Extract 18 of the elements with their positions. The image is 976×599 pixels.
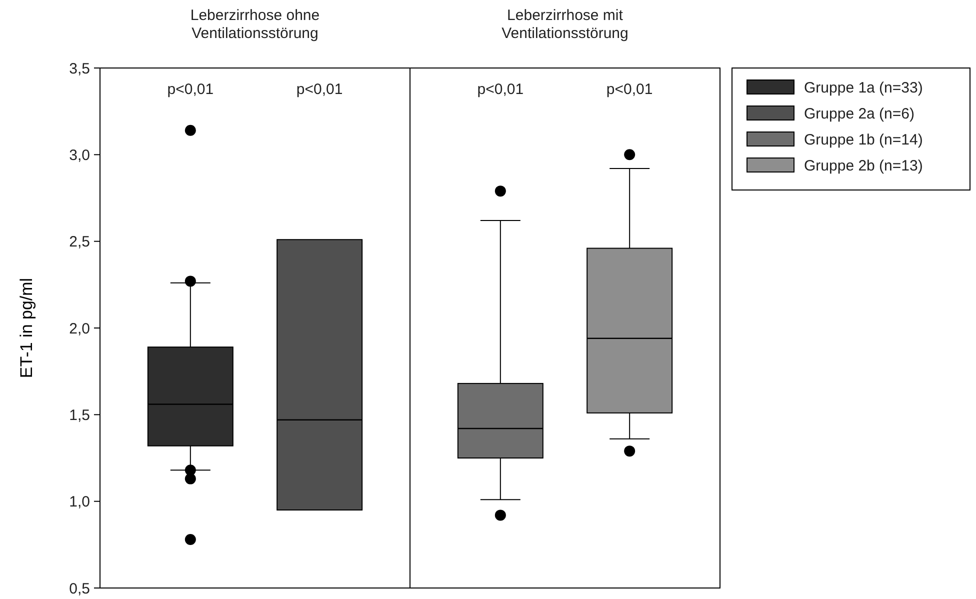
- y-tick-label: 3,5: [69, 60, 90, 78]
- legend-label: Gruppe 1b (n=14): [804, 131, 923, 148]
- annotation: p<0,01: [167, 81, 214, 98]
- y-tick-label: 2,5: [69, 234, 90, 251]
- y-tick-label: 3,0: [69, 146, 90, 164]
- y-tick-label: 1,0: [69, 494, 90, 511]
- x-tick-label: Leberzirrhose mit Ventilationsstörung: [502, 7, 628, 42]
- annotation: p<0,01: [606, 81, 653, 98]
- legend-label: Gruppe 1a (n=33): [804, 79, 923, 96]
- y-tick-label: 2,0: [69, 320, 90, 338]
- x-tick-label: Leberzirrhose ohne Ventilationsstörung: [190, 7, 320, 42]
- annotation: p<0,01: [296, 81, 343, 98]
- y-tick-label: 0,5: [69, 580, 90, 598]
- y-tick-label: 1,5: [69, 406, 90, 424]
- legend-label: Gruppe 2a (n=6): [804, 105, 914, 122]
- y-axis-title: ET-1 in pg/ml: [17, 278, 36, 378]
- annotation: p<0,01: [477, 81, 524, 98]
- legend-label: Gruppe 2b (n=13): [804, 157, 923, 174]
